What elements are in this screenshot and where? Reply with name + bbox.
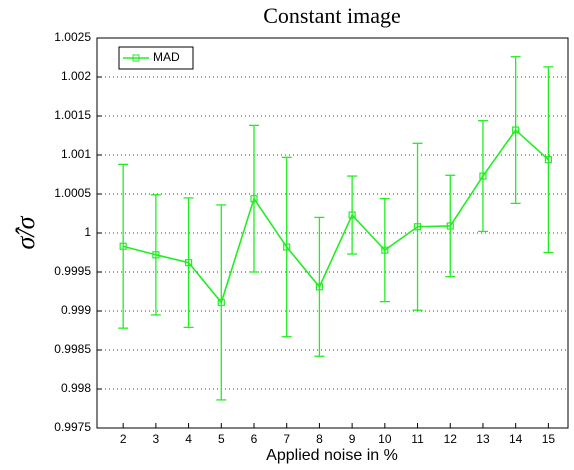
data-point: [348, 211, 356, 219]
x-tick-label: 11: [411, 432, 424, 446]
x-tick-label: 13: [476, 432, 490, 446]
x-tick-label: 3: [153, 432, 160, 446]
y-tick-label: 1.002: [61, 69, 91, 83]
y-tick-label: 0.9975: [54, 420, 91, 434]
y-tick-label: 1.0005: [54, 186, 91, 200]
data-point: [512, 126, 520, 134]
y-tick-label: 0.9985: [54, 342, 91, 356]
x-tick-label: 2: [120, 432, 127, 446]
legend-marker: [132, 54, 140, 62]
data-point: [315, 283, 324, 291]
data-point: [479, 172, 487, 180]
data-point: [413, 223, 422, 231]
data-point: [250, 195, 258, 203]
data-point: [446, 222, 454, 230]
y-tick-label: 1.0025: [54, 30, 91, 44]
x-tick-label: 14: [509, 432, 523, 446]
x-tick-label: 5: [218, 432, 225, 446]
x-tick-label: 4: [185, 432, 192, 446]
x-tick-label: 6: [251, 432, 258, 446]
data-point: [152, 251, 160, 259]
y-tick-label: 0.998: [61, 381, 91, 395]
legend-label: MAD: [153, 50, 180, 64]
y-tick-label: 1.0015: [54, 108, 91, 122]
x-tick-label: 7: [283, 432, 290, 446]
y-tick-label: 1.001: [61, 147, 91, 161]
data-point: [544, 156, 552, 164]
plot-frame: [96, 37, 569, 429]
x-tick-label: 8: [316, 432, 323, 446]
data-point: [217, 298, 225, 307]
data-point: [381, 246, 389, 254]
data-point: [283, 243, 291, 251]
y-axis-label: σ̂/σ: [11, 215, 40, 249]
x-tick-label: 10: [378, 432, 392, 446]
chart-title: Constant image: [263, 3, 400, 28]
y-tick-label: 0.999: [61, 303, 91, 317]
data-point: [184, 259, 193, 267]
series-line: [122, 128, 549, 305]
legend-box: [118, 46, 194, 70]
x-tick-label: 15: [542, 432, 556, 446]
y-tick-label: 1: [84, 225, 91, 239]
x-tick-label: 12: [444, 432, 458, 446]
x-axis-label: Applied noise in %: [266, 447, 398, 464]
x-tick-label: 9: [349, 432, 356, 446]
data-point: [119, 242, 127, 250]
y-tick-label: 0.9995: [54, 264, 91, 278]
